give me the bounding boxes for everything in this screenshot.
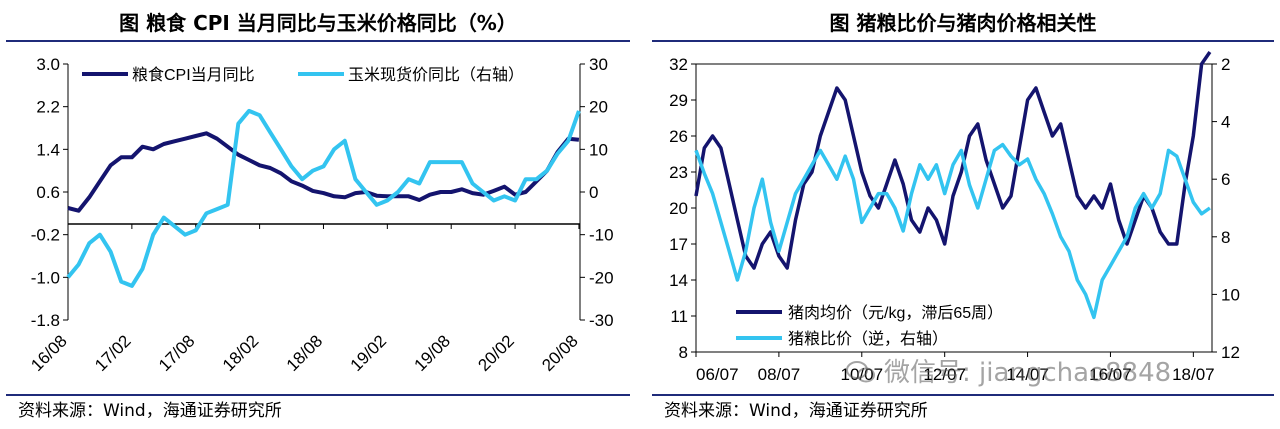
y-right-tick-label: -10 [589, 226, 614, 245]
y-left-tick-label: 23 [669, 163, 688, 182]
y-right-tick-label: 20 [589, 98, 608, 117]
y-right-tick-label: 10 [589, 140, 608, 159]
right-chart-title: 图 猪粮比价与猪肉价格相关性 [652, 6, 1274, 42]
x-tick-label: 17/08 [155, 331, 199, 375]
y-right-tick-label: -30 [589, 311, 614, 330]
corn-price-line [66, 108, 581, 288]
y-left-tick-label: 26 [669, 127, 688, 146]
y-right-tick-label: 10 [1221, 285, 1240, 304]
y-right-tick-label: 0 [589, 183, 598, 202]
right-chart-source: 资料来源：Wind，海通证券研究所 [652, 394, 1274, 426]
x-tick-label: 14/07 [1006, 365, 1049, 384]
y-left-tick-label: -1.0 [31, 268, 60, 287]
x-tick-label: 20/02 [474, 331, 518, 375]
hog-grain-ratio-line [694, 142, 1211, 320]
left-chart: 3.0 2.2 1.4 0.6 -0.2 -1.0 -1.8 30 20 10 0 -10 -20 -30… [27, 55, 614, 375]
watermark-text: 微信号: jiangchao8848 [884, 358, 1172, 388]
x-tick-label: 16/07 [1089, 365, 1132, 384]
x-tick-label: 06/07 [696, 365, 739, 384]
y-left-tick-label: 17 [669, 235, 688, 254]
legend-hog-grain-ratio-label: 猪粮比价（逆，右轴） [788, 330, 948, 348]
y-right-tick-label: 8 [1221, 228, 1230, 247]
y-right-tick-label: 6 [1221, 170, 1230, 189]
x-tick-label: 17/02 [91, 331, 135, 375]
left-chart-source: 资料来源：Wind，海通证券研究所 [6, 394, 630, 426]
x-tick-label: 18/07 [1172, 365, 1215, 384]
y-left-tick-label: 8 [679, 343, 688, 362]
y-right-tick-label: 30 [589, 55, 608, 74]
x-tick-label: 19/02 [347, 331, 391, 375]
y-left-tick-label: 2.2 [36, 98, 60, 117]
grain-cpi-line [67, 131, 580, 213]
y-left-tick-label: -1.8 [31, 311, 60, 330]
y-left-tick-label: 1.4 [36, 140, 60, 159]
y-left-tick-label: 3.0 [36, 55, 60, 74]
y-left-tick-label: 32 [669, 55, 688, 74]
y-right-tick-label: 2 [1221, 55, 1230, 74]
wechat-watermark: 微信号: jiangchao8848 [846, 352, 1171, 389]
x-tick-label: 20/08 [538, 331, 582, 375]
wechat-icon [846, 360, 876, 384]
legend-grain-cpi-label: 粮食CPI当月同比 [132, 66, 255, 84]
y-left-tick-label: 14 [669, 271, 688, 290]
y-right-tick-label: 12 [1221, 343, 1240, 362]
legend-corn-price-label: 玉米现货价同比（右轴） [348, 66, 524, 84]
x-tick-label: 18/08 [283, 331, 327, 375]
y-left-tick-label: 11 [670, 307, 688, 326]
y-right-tick-label: 4 [1221, 113, 1230, 132]
y-left-tick-label: -0.2 [31, 226, 60, 245]
x-tick-label: 18/02 [219, 331, 263, 375]
left-chart-title: 图 粮食 CPI 当月同比与玉米价格同比（%） [6, 6, 630, 42]
x-tick-label: 16/08 [27, 331, 71, 375]
pork-price-line [694, 51, 1212, 270]
x-tick-label: 12/07 [923, 365, 966, 384]
y-left-tick-label: 20 [669, 199, 688, 218]
right-chart-panel: 图 猪粮比价与猪肉价格相关性 32 29 26 23 20 17 14 11 8 2 4 6 8 10 12… [646, 0, 1280, 429]
y-left-tick-label: 29 [669, 91, 688, 110]
legend-pork-price-label: 猪肉均价（元/kg，滞后65周） [788, 304, 1003, 322]
left-chart-panel: 图 粮食 CPI 当月同比与玉米价格同比（%） 3.0 2.2 1.4 0.6 -0.2… [0, 0, 636, 429]
x-tick-label: 08/07 [758, 365, 801, 384]
x-tick-label: 19/08 [411, 331, 455, 375]
y-left-tick-label: 0.6 [36, 183, 60, 202]
y-right-tick-label: -20 [589, 268, 614, 287]
